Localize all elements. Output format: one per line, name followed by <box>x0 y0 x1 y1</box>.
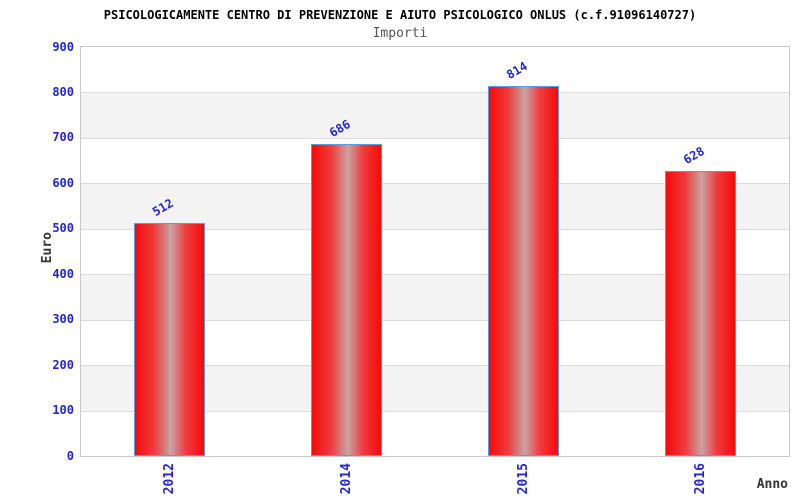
grid-band <box>81 92 789 138</box>
gridline <box>81 92 789 93</box>
x-tick-2012: 2012 <box>162 463 177 495</box>
y-tick-700: 700 <box>52 130 74 144</box>
bar-2014 <box>311 144 382 456</box>
gridline <box>81 138 789 139</box>
gridline <box>81 411 789 412</box>
plot-area: 512 686 814 628 <box>80 46 790 457</box>
y-axis-label: Euro <box>40 232 55 264</box>
bar-2012 <box>134 223 205 456</box>
bar-value-label: 628 <box>681 144 707 167</box>
y-tick-300: 300 <box>52 312 74 326</box>
y-tick-800: 800 <box>52 85 74 99</box>
y-tick-400: 400 <box>52 267 74 281</box>
y-tick-500: 500 <box>52 221 74 235</box>
chart-subtitle: Importi <box>372 26 428 41</box>
gridline <box>81 320 789 321</box>
x-axis-label: Anno <box>756 477 788 492</box>
y-tick-900: 900 <box>52 40 74 54</box>
chart-title: PSICOLOGICAMENTE CENTRO DI PREVENZIONE E… <box>103 8 697 22</box>
gridline <box>81 183 789 184</box>
bar-2015 <box>488 86 559 456</box>
bar-2016 <box>665 171 736 456</box>
x-tick-2014: 2014 <box>339 463 354 495</box>
y-tick-100: 100 <box>52 403 74 417</box>
x-tick-2015: 2015 <box>516 463 531 495</box>
bar-value-label: 814 <box>504 59 530 82</box>
gridline <box>81 229 789 230</box>
x-tick-2016: 2016 <box>693 463 708 495</box>
gridline <box>81 274 789 275</box>
y-tick-200: 200 <box>52 358 74 372</box>
y-tick-600: 600 <box>52 176 74 190</box>
y-tick-0: 0 <box>66 449 74 463</box>
gridline <box>81 365 789 366</box>
